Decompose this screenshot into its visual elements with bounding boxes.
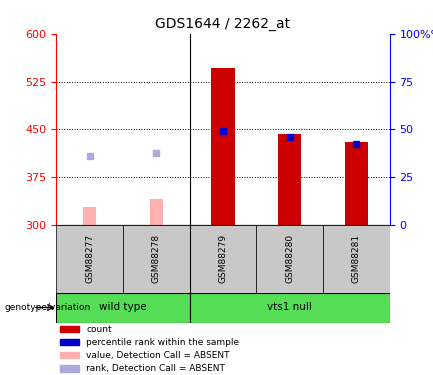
Text: genotype/variation: genotype/variation [4, 303, 90, 312]
Bar [211, 68, 235, 225]
Text: GSM88277: GSM88277 [85, 234, 94, 284]
Text: value, Detection Call = ABSENT: value, Detection Call = ABSENT [87, 351, 230, 360]
Bar [123, 225, 190, 292]
Text: rank, Detection Call = ABSENT: rank, Detection Call = ABSENT [87, 364, 225, 373]
Bar [60, 365, 79, 372]
Bar [60, 352, 79, 358]
Text: GSM88279: GSM88279 [219, 234, 227, 284]
Bar [60, 326, 79, 332]
Bar [83, 207, 96, 225]
Text: GSM88281: GSM88281 [352, 234, 361, 284]
Text: vts1 null: vts1 null [267, 303, 312, 312]
Bar [56, 225, 123, 292]
Bar [150, 200, 163, 225]
Text: wild type: wild type [99, 303, 147, 312]
Text: GSM88278: GSM88278 [152, 234, 161, 284]
Bar [345, 142, 368, 225]
Bar [60, 339, 79, 345]
Bar [278, 134, 301, 225]
Bar [190, 292, 390, 322]
Bar [256, 225, 323, 292]
Title: GDS1644 / 2262_at: GDS1644 / 2262_at [155, 17, 291, 32]
Bar [323, 225, 390, 292]
Bar [56, 292, 190, 322]
Text: GSM88280: GSM88280 [285, 234, 294, 284]
Bar [190, 225, 256, 292]
Text: count: count [87, 324, 112, 334]
Text: percentile rank within the sample: percentile rank within the sample [87, 338, 239, 346]
